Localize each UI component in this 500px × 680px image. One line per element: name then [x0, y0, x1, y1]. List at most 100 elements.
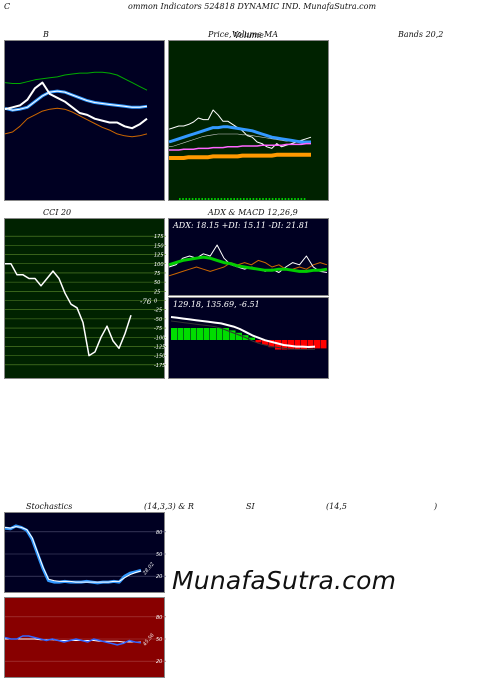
stoch-tick-label: 20: [156, 574, 162, 580]
volume-bar: [207, 198, 210, 200]
cci-tick-label: -25: [154, 308, 162, 314]
macd-histogram-bar: [249, 337, 255, 340]
volume-bar: [201, 198, 203, 200]
macd-histogram-bar: [229, 330, 236, 340]
macd-histogram-bar: [255, 340, 262, 343]
volume-bar: [182, 198, 184, 200]
cci-tick-label: 25: [154, 289, 160, 295]
watermark: MunafaSutra.com: [172, 566, 397, 595]
ma-mid: [169, 142, 311, 151]
volume-bar: [246, 198, 248, 200]
cci-tick-label: -75: [154, 326, 162, 332]
adx-chart: [168, 244, 328, 277]
volume-bar: [252, 198, 255, 200]
price-ma-panel: [168, 40, 329, 201]
price-ma-label: MA: [264, 30, 278, 39]
stoch-label: Stochastics: [26, 502, 73, 511]
cci-tick-label: 0: [154, 299, 157, 305]
macd-histogram-bar: [236, 332, 242, 340]
volume-bar: [297, 198, 299, 200]
cci-tick-label: -125: [154, 344, 165, 350]
rsi-panel: 80 50 20 45.56: [4, 597, 166, 678]
cci-label: CCI 20: [43, 208, 72, 217]
rsi-tick-label: 50: [156, 637, 162, 643]
stoch-value: 28.02: [141, 561, 155, 577]
cci-chart: 175 150 125 100 75 50 25 0 -25 -50 -75 -100 -125 -150…: [5, 234, 166, 369]
rsi-close-label: ): [434, 502, 438, 511]
macd-histogram-bar: [177, 328, 184, 340]
macd-histogram-bar: [307, 340, 314, 349]
cci-tick-label: -150: [154, 354, 165, 360]
cci-value: -76: [140, 298, 152, 306]
macd-histogram-bar: [314, 340, 320, 349]
cci-tick-label: 75: [154, 271, 160, 277]
adx-panel: ADX: 18.15 +DI: 15.11 -DI: 21.81: [168, 218, 329, 296]
volume-bar: [249, 198, 251, 200]
adx-minus-di: [168, 259, 328, 277]
cci-tick-label: -50: [154, 317, 162, 323]
macd-histogram-bar: [262, 340, 268, 345]
stoch-tick-label: 50: [156, 552, 162, 558]
stoch-k-line: [4, 524, 142, 585]
macd-histogram-bar: [203, 328, 210, 340]
volume-bar: [287, 198, 290, 200]
volume-bar: [204, 198, 207, 200]
rsi-chart: 80 50 20 45.56: [4, 615, 166, 665]
macd-chart: [170, 316, 327, 350]
volume-bar: [239, 198, 242, 200]
price-ma-chart: [168, 109, 312, 200]
cci-tick-label: 125: [154, 253, 164, 259]
stochastics-panel: 80 50 20 28.02: [4, 512, 166, 593]
volume-bar: [223, 198, 226, 200]
macd-histogram-bar: [275, 340, 281, 350]
macd-histogram-bar: [320, 340, 327, 349]
volume-bar: [179, 198, 181, 200]
stoch-tick-label: 80: [156, 530, 162, 536]
ma-200: [169, 152, 311, 160]
volume-bar: [220, 198, 223, 200]
volume-bar: [294, 198, 296, 200]
macd-values: 129.18, 135.69, -6.51: [173, 300, 260, 309]
bollinger-label: B: [43, 30, 49, 39]
volume-bar: [227, 198, 229, 200]
bollinger-panel: [4, 40, 165, 201]
price-volume-label: Volume: [232, 30, 262, 39]
macd-histogram-bar: [184, 328, 190, 340]
volume-bar: [259, 198, 261, 200]
volume-bar: [243, 198, 245, 200]
volume-bar: [188, 198, 191, 200]
cci-tick-label: 50: [154, 280, 160, 286]
volume-bar: [284, 198, 287, 200]
macd-histogram-bar: [294, 340, 301, 350]
price-label: Price,: [208, 30, 232, 39]
volume-bar: [195, 198, 197, 200]
cci-tick-label: -175: [154, 363, 165, 369]
macd-line: [170, 320, 315, 350]
volume-bar: [230, 198, 232, 200]
volume-bar: [185, 198, 187, 200]
title-left: C: [4, 2, 11, 11]
rsi-value: 45.56: [141, 632, 156, 648]
volume-bar: [255, 198, 258, 200]
cci-line: [5, 263, 132, 357]
bollinger-price-line: [4, 81, 148, 130]
volume-bar: [217, 198, 219, 200]
macd-histogram-bar: [223, 328, 229, 340]
adx-line: [168, 255, 328, 273]
macd-histogram-bar: [210, 328, 216, 340]
volume-bar: [291, 198, 293, 200]
rsi-label: SI: [246, 502, 255, 511]
page-title: ommon Indicators 524818 DYNAMIC IND. Mun…: [128, 2, 377, 11]
adx-values: ADX: 18.15 +DI: 15.11 -DI: 21.81: [173, 221, 309, 230]
rsi-tick-label: 20: [156, 659, 162, 665]
macd-histogram-bar: [197, 328, 203, 340]
macd-histogram-bar: [301, 340, 307, 350]
bollinger-chart: [4, 71, 148, 138]
bollinger-middle-core: [4, 90, 148, 111]
macd-histogram-bar: [171, 328, 177, 340]
volume-bar: [275, 198, 277, 200]
bollinger-upper-band: [4, 71, 148, 91]
volume-bar: [303, 198, 306, 200]
volume-bar: [271, 198, 274, 200]
